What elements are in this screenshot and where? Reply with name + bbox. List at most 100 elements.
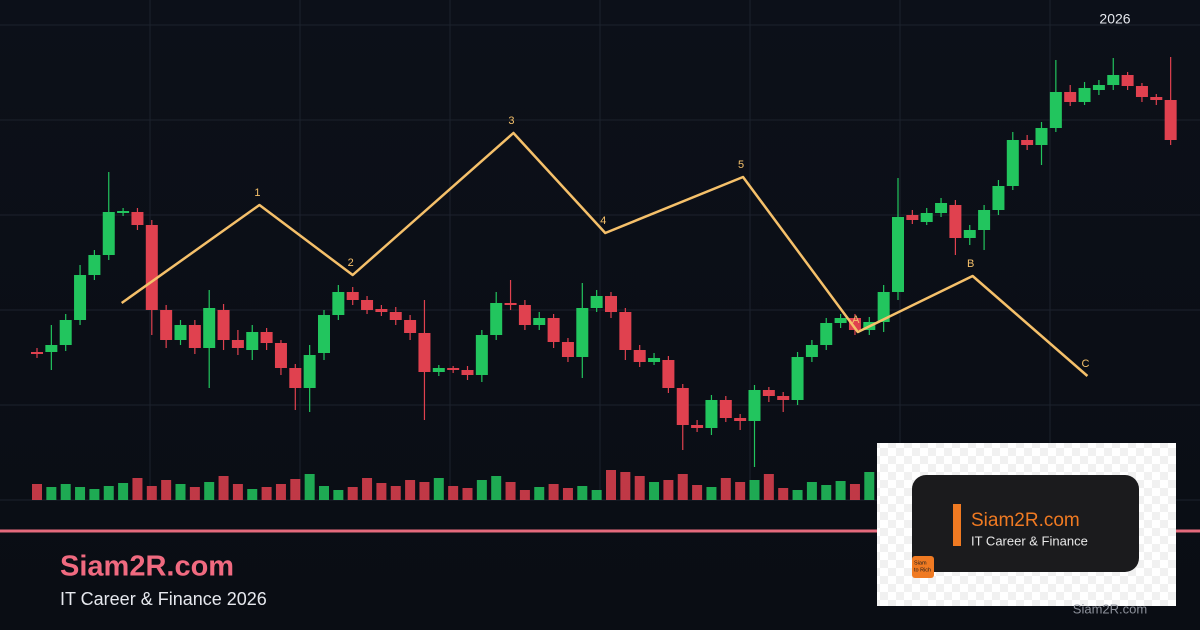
candle-body bbox=[777, 396, 790, 400]
volume-bar bbox=[132, 478, 143, 500]
candle-body bbox=[992, 186, 1005, 210]
candle-body bbox=[762, 390, 775, 396]
volume-bar bbox=[806, 482, 817, 500]
candle-body bbox=[834, 318, 847, 323]
candle-body bbox=[361, 300, 374, 310]
candle-body bbox=[260, 332, 273, 343]
volume-bar bbox=[32, 484, 42, 500]
watermark: Siam2R.com bbox=[1073, 601, 1147, 616]
volume-bar bbox=[362, 478, 373, 500]
volume-bar bbox=[821, 485, 832, 500]
volume-bar bbox=[146, 486, 157, 500]
volume-bar bbox=[247, 489, 258, 500]
candle-body bbox=[346, 292, 359, 300]
badge-icon-text: Siam bbox=[914, 560, 927, 566]
volume-bar bbox=[763, 474, 774, 500]
badge-accent bbox=[953, 504, 961, 546]
wave-label: C bbox=[1081, 358, 1089, 370]
candle-body bbox=[1107, 75, 1120, 85]
volume-bar bbox=[347, 487, 358, 500]
candle-body bbox=[518, 305, 531, 325]
candle-body bbox=[188, 325, 201, 348]
candle-body bbox=[145, 225, 158, 310]
volume-bar bbox=[476, 480, 487, 500]
wave-layer: 1 2 3 4 5 A B C bbox=[120, 115, 1089, 377]
candle-body bbox=[1021, 140, 1034, 145]
candle-body bbox=[633, 350, 646, 362]
volume-bar bbox=[778, 488, 789, 500]
candle-body bbox=[504, 303, 517, 305]
candle-body bbox=[74, 275, 87, 320]
volume-bar bbox=[792, 490, 803, 500]
wave-label: 1 bbox=[254, 187, 260, 199]
volume-bar bbox=[735, 482, 746, 500]
candle-body bbox=[662, 360, 675, 388]
volume-bar bbox=[161, 480, 172, 500]
candle-body bbox=[246, 332, 259, 350]
candle-body bbox=[31, 352, 43, 354]
volume-bar bbox=[849, 484, 860, 500]
candle-body bbox=[561, 342, 574, 357]
badge-icon-text: to Rich bbox=[914, 567, 931, 573]
candle-body bbox=[45, 345, 58, 352]
volume-bar bbox=[290, 479, 301, 500]
candle-body bbox=[820, 323, 833, 345]
volume-bar bbox=[577, 486, 588, 500]
volume-bar bbox=[304, 474, 315, 500]
candle-body bbox=[131, 212, 144, 225]
volume-bar bbox=[118, 483, 129, 500]
volume-bar bbox=[562, 488, 573, 500]
volume-bar bbox=[706, 487, 717, 500]
candle-body bbox=[1006, 140, 1019, 186]
candle-body bbox=[920, 213, 933, 222]
volume-bar bbox=[405, 480, 416, 500]
volume-bar bbox=[749, 480, 760, 500]
brand-subtitle: IT Career & Finance 2026 bbox=[60, 589, 267, 609]
candle-body bbox=[102, 212, 115, 255]
volume-bar bbox=[663, 480, 674, 500]
volume-bar bbox=[103, 486, 114, 500]
candle-body bbox=[432, 368, 445, 372]
volume-bar bbox=[60, 484, 71, 500]
volume-bar bbox=[692, 485, 703, 500]
volume-bar bbox=[548, 484, 559, 500]
badge-subtitle: IT Career & Finance bbox=[971, 533, 1088, 548]
candle-body bbox=[274, 343, 287, 368]
candle-body bbox=[805, 345, 818, 357]
volume-bar bbox=[835, 481, 846, 500]
candle-body bbox=[848, 318, 861, 330]
wave-label: 4 bbox=[600, 215, 606, 227]
candle-body bbox=[289, 368, 302, 388]
candle-body bbox=[332, 292, 345, 315]
candle-body bbox=[734, 418, 747, 421]
candle-body bbox=[217, 310, 230, 340]
candle-body bbox=[375, 309, 388, 312]
candle-body bbox=[949, 205, 962, 238]
volume-bar bbox=[720, 478, 731, 500]
candle-body bbox=[1035, 128, 1048, 145]
candle-body bbox=[676, 388, 689, 425]
candle-body bbox=[160, 310, 173, 340]
candle-body bbox=[877, 292, 890, 322]
volume-bar bbox=[505, 482, 516, 500]
candle-body bbox=[719, 400, 732, 418]
volume-bar bbox=[634, 476, 645, 500]
candle-body bbox=[605, 296, 617, 312]
candle-body bbox=[231, 340, 244, 348]
candle-body bbox=[705, 400, 718, 428]
candle-body bbox=[892, 217, 904, 292]
volume-bar bbox=[232, 484, 243, 500]
wave-label: 3 bbox=[508, 115, 514, 127]
candle-body bbox=[1064, 92, 1077, 102]
volume-bar bbox=[319, 486, 329, 500]
volume-bar bbox=[491, 476, 502, 500]
candle-body bbox=[303, 355, 316, 388]
candle-body bbox=[318, 315, 330, 353]
candle-body bbox=[404, 320, 417, 333]
candle-body bbox=[691, 425, 704, 428]
volume-bar bbox=[75, 487, 86, 500]
volume-bar bbox=[419, 482, 430, 500]
candle-body bbox=[174, 325, 187, 340]
wave-label: A bbox=[852, 314, 860, 326]
